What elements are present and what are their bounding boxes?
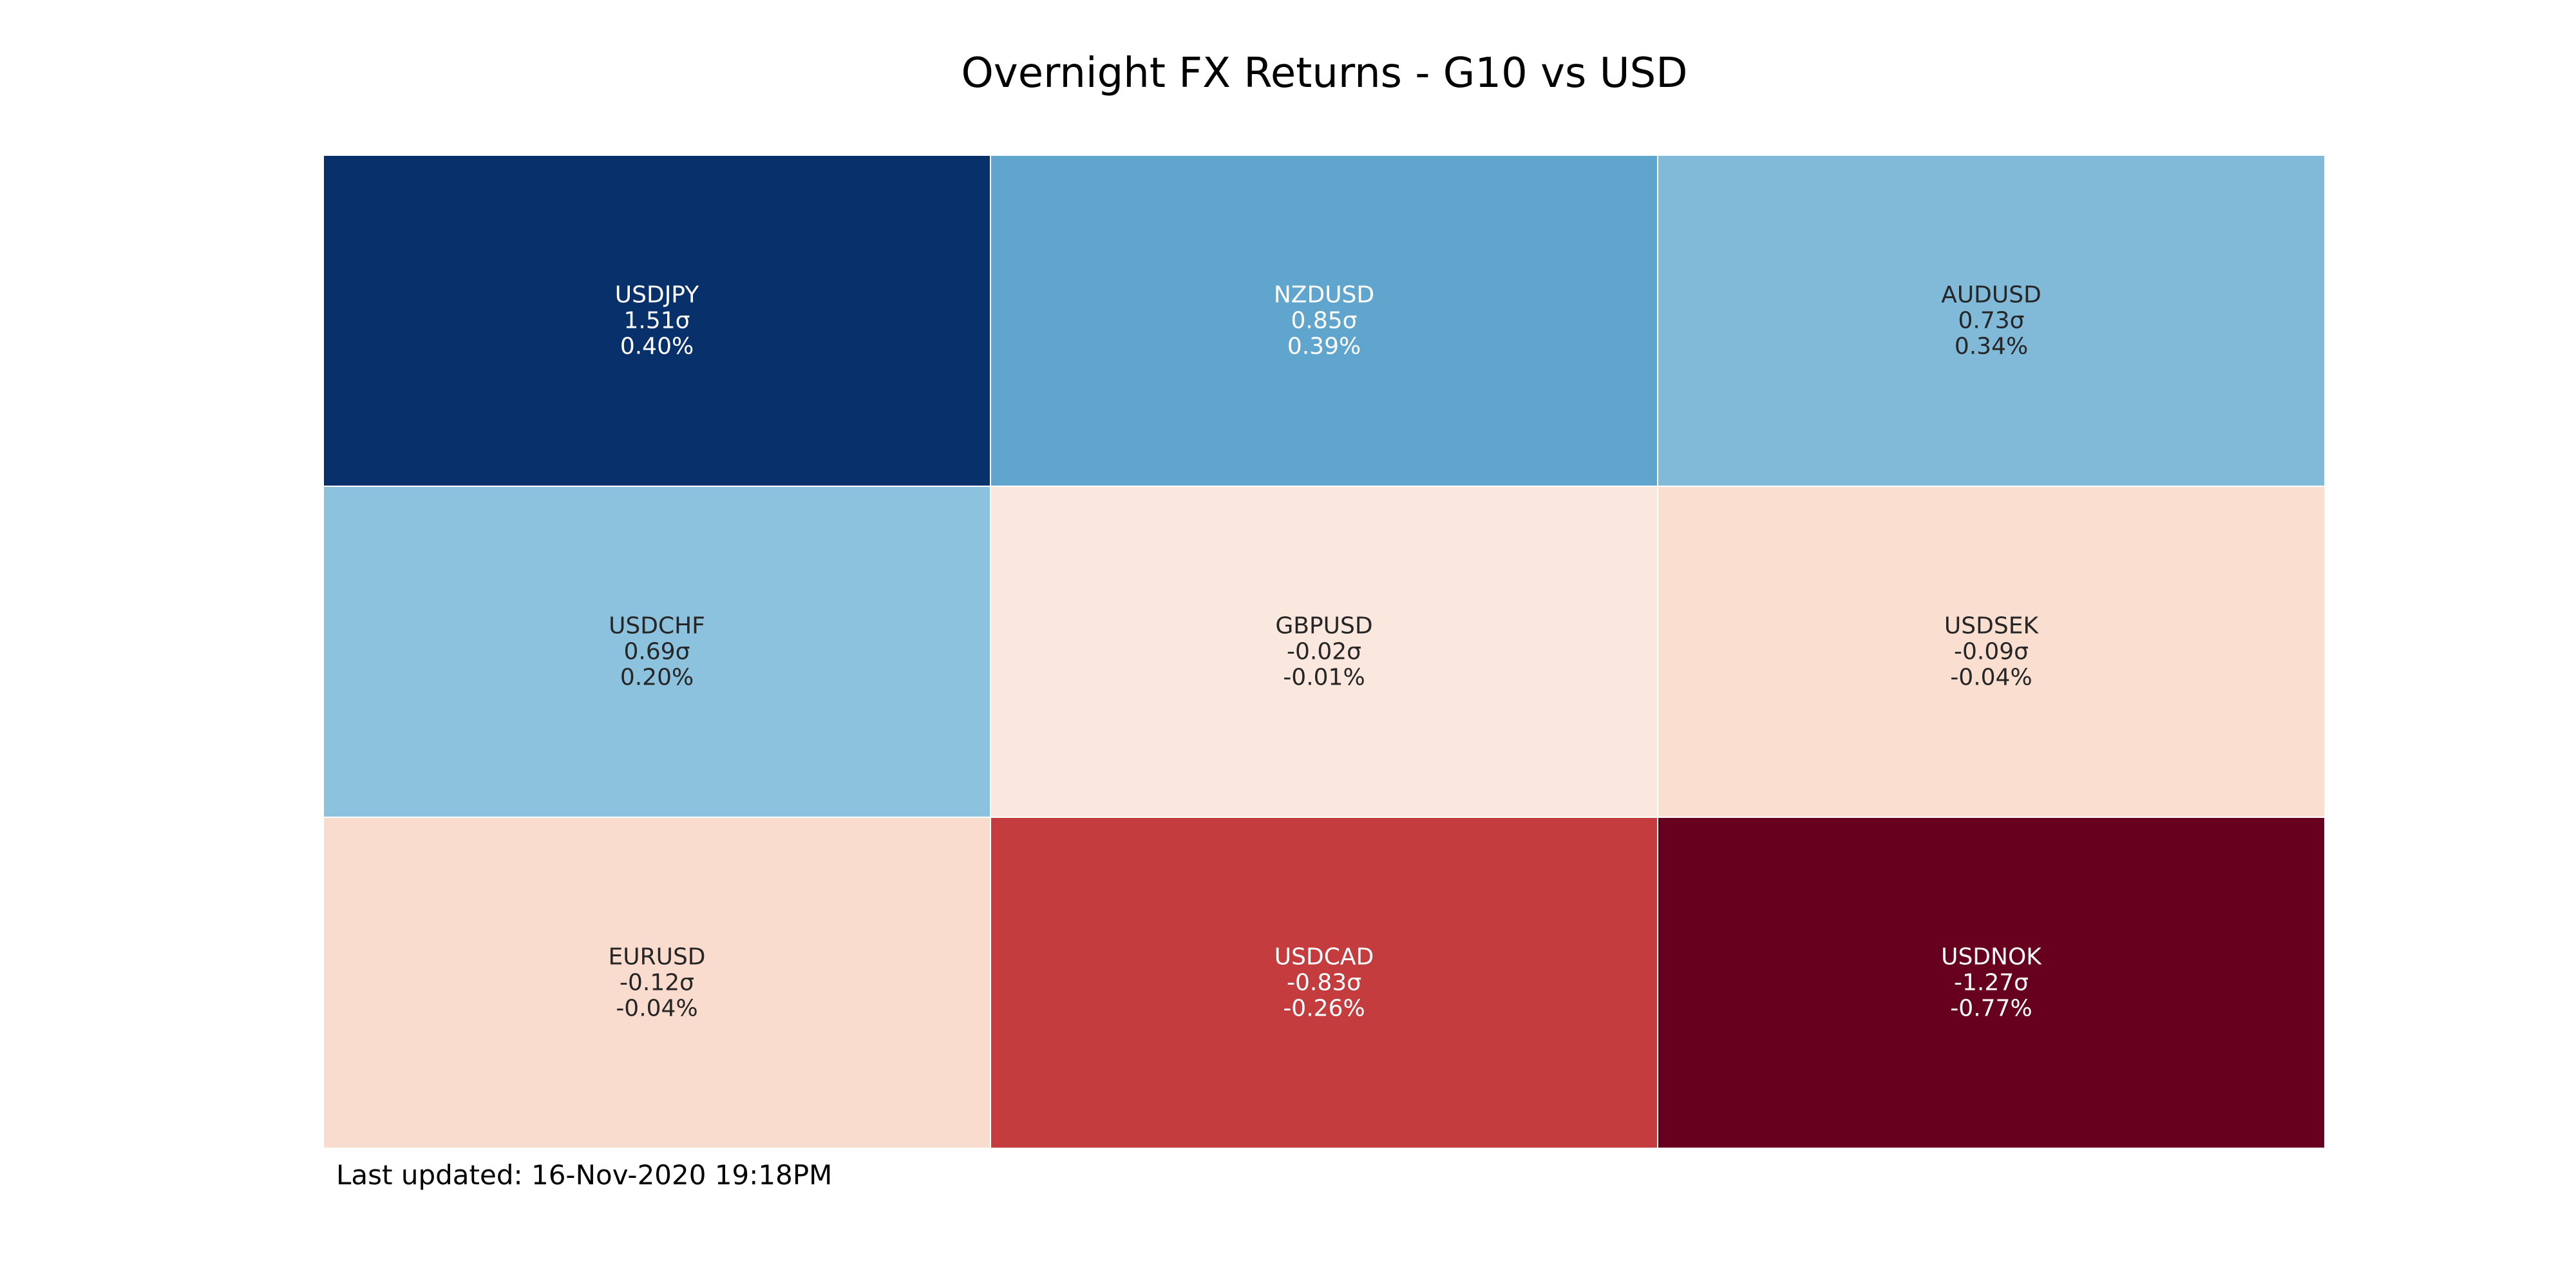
return-label-usdnok: -0.77%: [1950, 996, 2032, 1022]
pair-label-nzdusd: NZDUSD: [1274, 282, 1374, 308]
return-label-nzdusd: 0.39%: [1287, 334, 1361, 360]
heatmap-cell-rect-usdcad: [990, 817, 1658, 1149]
sigma-label-usdsek: -0.09σ: [1954, 639, 2029, 665]
heatmap-cell-rect-usdchf: [323, 486, 991, 818]
heatmap-cell-gbpusd: GBPUSD-0.02σ-0.01%: [990, 486, 1658, 818]
heatmap-cell-rect-eurusd: [323, 817, 991, 1149]
return-label-gbpusd: -0.01%: [1283, 665, 1365, 691]
sigma-label-eurusd: -0.12σ: [620, 970, 694, 996]
pair-label-usdchf: USDCHF: [609, 613, 705, 639]
heatmap-cell-rect-audusd: [1657, 155, 2325, 487]
pair-label-eurusd: EURUSD: [608, 944, 705, 971]
heatmap-cell-usdnok: USDNOK-1.27σ-0.77%: [1657, 817, 2325, 1149]
sigma-label-usdchf: 0.69σ: [624, 639, 690, 665]
heatmap-cell-eurusd: EURUSD-0.12σ-0.04%: [323, 817, 991, 1149]
return-label-usdjpy: 0.40%: [620, 334, 694, 360]
pair-label-usdjpy: USDJPY: [615, 282, 699, 308]
pair-label-usdcad: USDCAD: [1274, 944, 1374, 971]
heatmap-cell-usdcad: USDCAD-0.83σ-0.26%: [990, 817, 1658, 1149]
heatmap-cell-rect-usdsek: [1657, 486, 2325, 818]
sigma-label-usdnok: -1.27σ: [1954, 970, 2029, 996]
sigma-label-audusd: 0.73σ: [1958, 308, 2025, 334]
return-label-usdcad: -0.26%: [1283, 996, 1365, 1022]
heatmap-cell-rect-usdjpy: [323, 155, 991, 487]
sigma-label-nzdusd: 0.85σ: [1291, 308, 1358, 334]
chart-title: Overnight FX Returns - G10 vs USD: [961, 50, 1688, 97]
heatmap-cell-rect-usdnok: [1657, 817, 2325, 1149]
heatmap-cell-rect-nzdusd: [990, 155, 1658, 487]
return-label-usdchf: 0.20%: [620, 665, 694, 691]
sigma-label-gbpusd: -0.02σ: [1287, 639, 1361, 665]
pair-label-usdsek: USDSEK: [1944, 613, 2040, 639]
pair-label-usdnok: USDNOK: [1941, 944, 2042, 971]
sigma-label-usdjpy: 1.51σ: [624, 308, 690, 334]
last-updated-note: Last updated: 16-Nov-2020 19:18PM: [336, 1159, 833, 1191]
heatmap-cell-usdsek: USDSEK-0.09σ-0.04%: [1657, 486, 2325, 818]
return-label-usdsek: -0.04%: [1950, 665, 2032, 691]
return-label-eurusd: -0.04%: [616, 996, 697, 1022]
pair-label-audusd: AUDUSD: [1941, 282, 2041, 308]
return-label-audusd: 0.34%: [1955, 334, 2028, 360]
sigma-label-usdcad: -0.83σ: [1287, 970, 1361, 996]
pair-label-gbpusd: GBPUSD: [1275, 613, 1372, 639]
